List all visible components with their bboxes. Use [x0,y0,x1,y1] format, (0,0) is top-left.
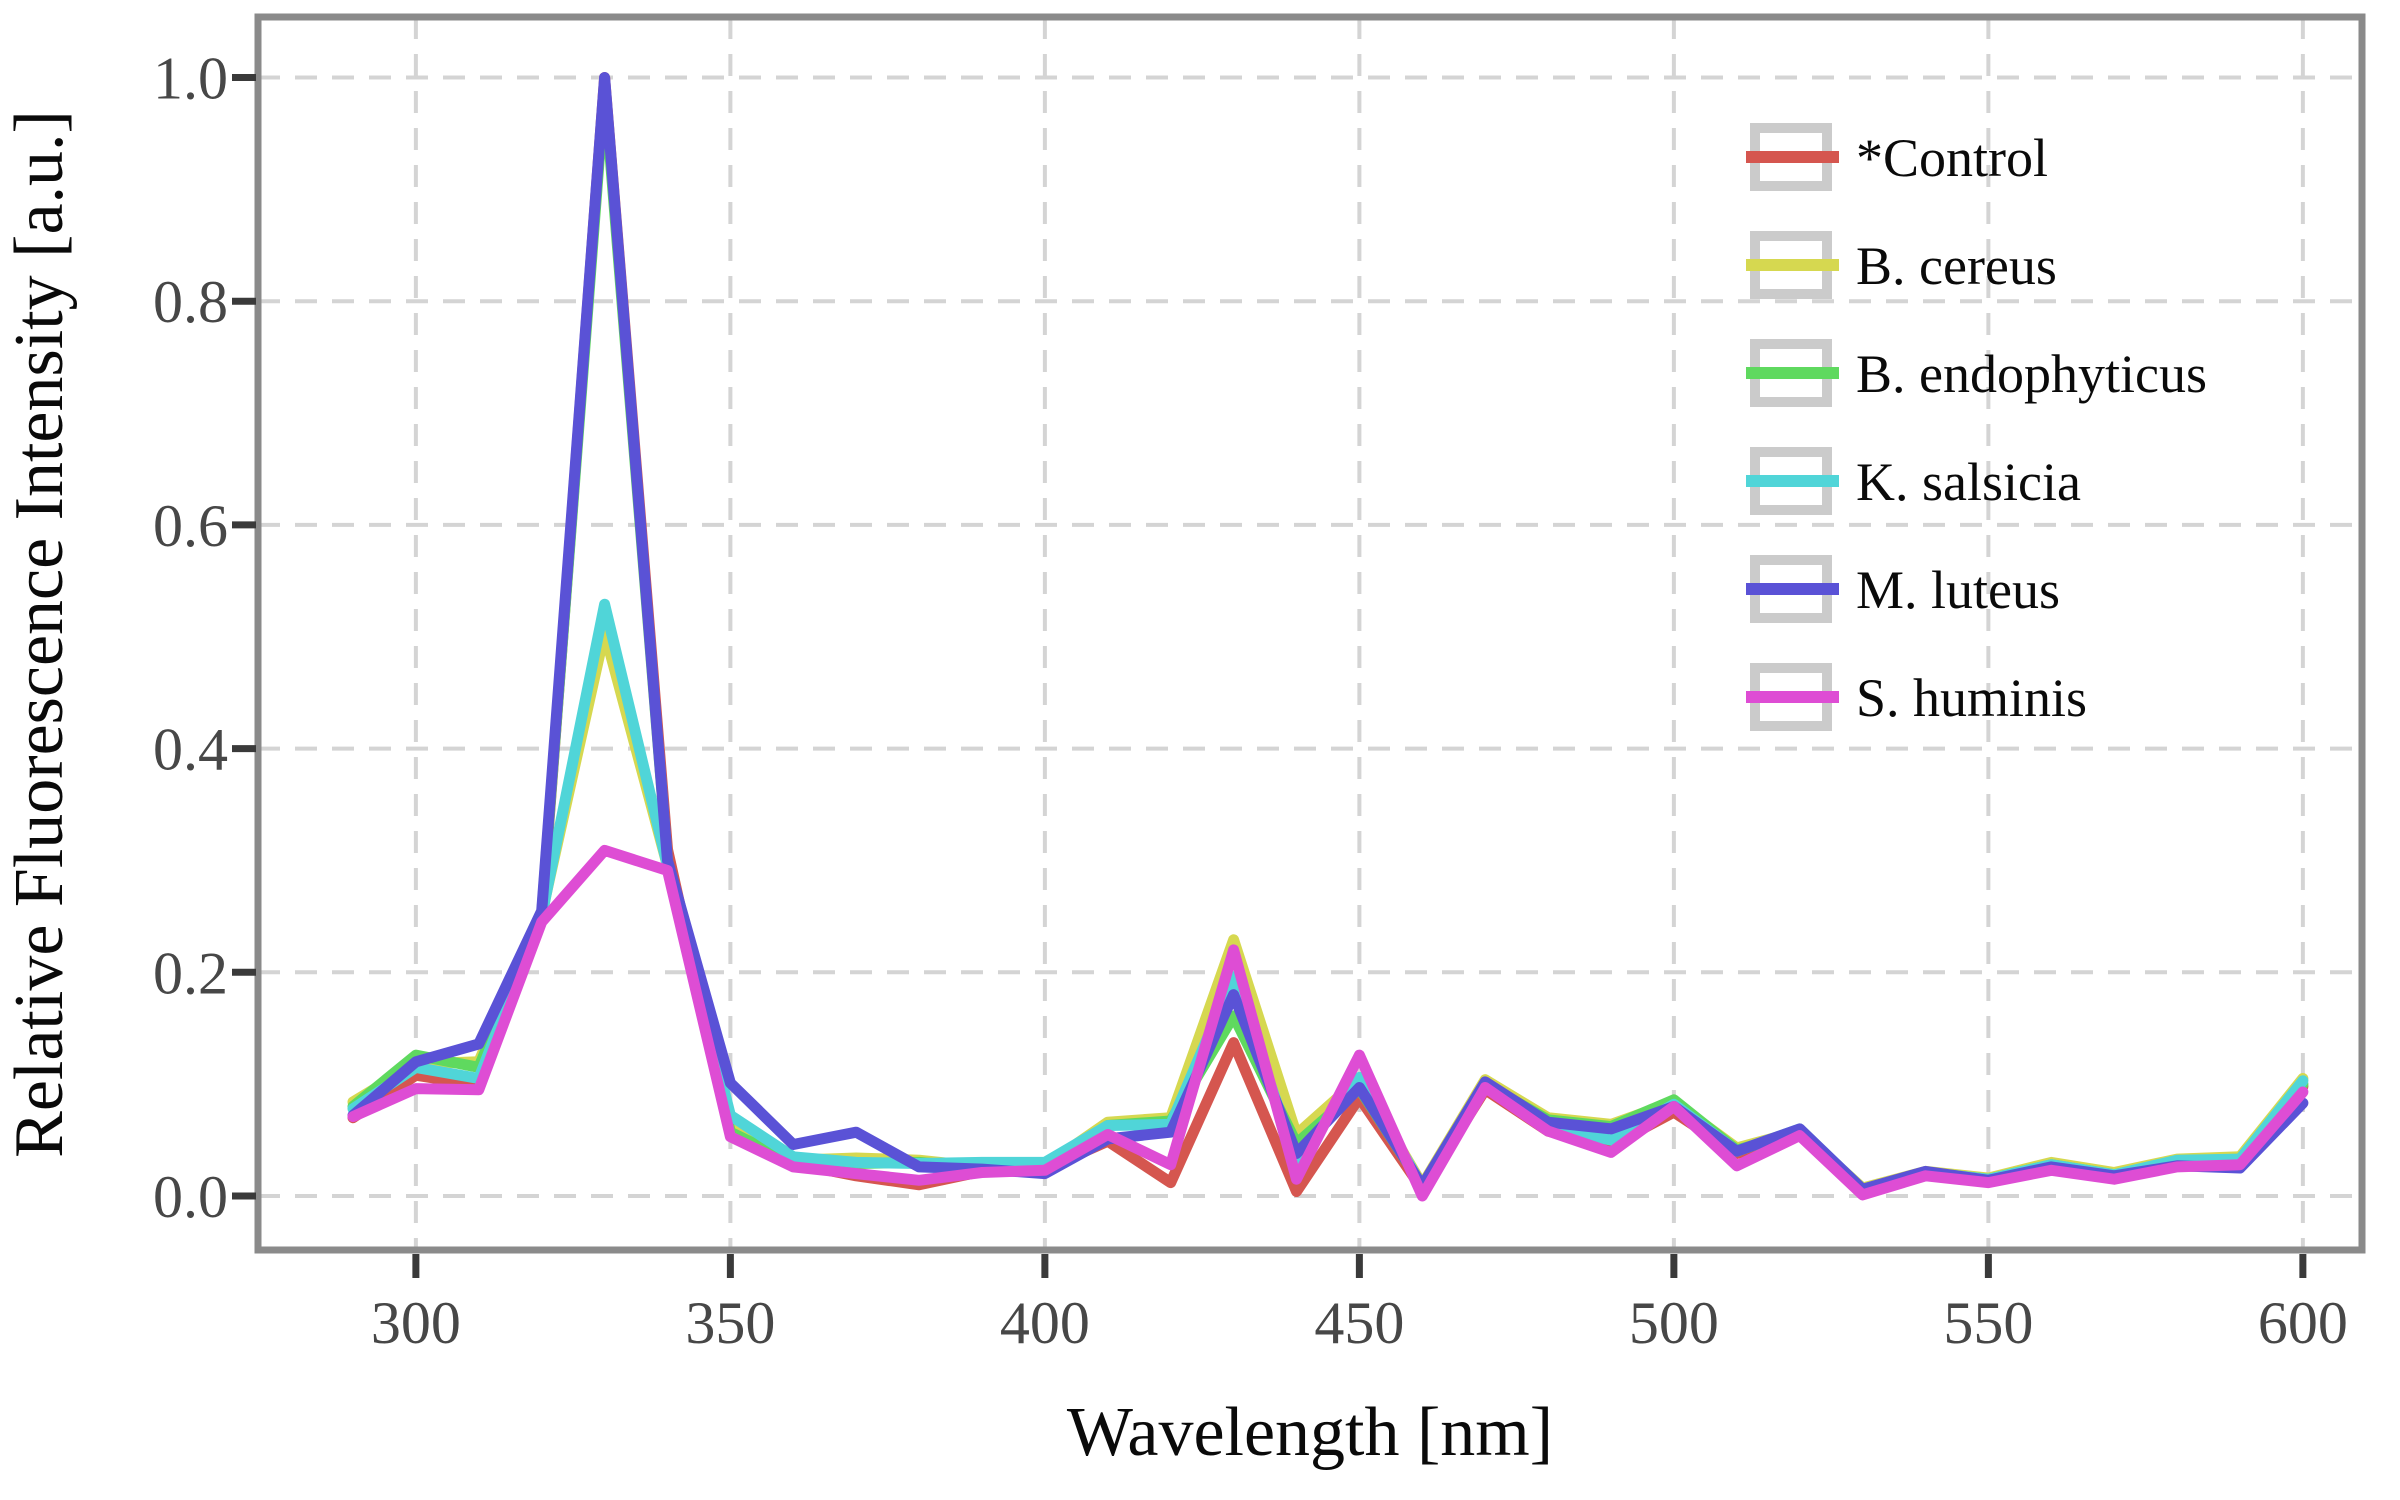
y-axis-label: Relative Fluorescence Intensity [a.u.] [1,110,78,1158]
axis-ticks [232,74,2307,1278]
y-tick-label-1: 1.0 [153,46,228,112]
x-tick-label-350: 350 [685,1290,775,1356]
legend-item-m-luteus: M. luteus [1746,555,2060,623]
x-tick-label-500: 500 [1629,1290,1719,1356]
x-axis-label: Wavelength [nm] [1067,1394,1553,1471]
legend-item--control: *Control [1746,123,2048,191]
series-line-s-huminis [347,844,2309,1202]
legend-item-b-cereus: B. cereus [1746,231,2057,299]
legend: *Control B. cereus B. endophyticus K. salsi… [1746,123,2207,731]
legend-item-s-huminis: S. huminis [1746,663,2087,731]
legend-label: K. salsicia [1856,452,2081,512]
legend-label: S. huminis [1856,668,2087,728]
x-tick-label-550: 550 [1943,1290,2033,1356]
y-tick-label-0.2: 0.2 [153,940,228,1006]
y-tick-label-0.8: 0.8 [153,269,228,335]
x-tick-label-400: 400 [1000,1290,1090,1356]
legend-label: B. cereus [1856,236,2057,296]
legend-label: B. endophyticus [1856,344,2207,404]
legend-label: M. luteus [1856,560,2060,620]
x-tick-label-450: 450 [1314,1290,1404,1356]
x-tick-label-600: 600 [2258,1290,2348,1356]
legend-label: *Control [1856,128,2048,188]
y-tick-label-0.4: 0.4 [153,717,228,783]
y-tick-label-0.6: 0.6 [153,493,228,559]
grid-lines [258,17,2362,1250]
tick-labels: 300 350 400 450 500 550 600 0.0 0.2 0.4 0.6 0.8 1.0 [153,46,2348,1356]
legend-item-b-endophyticus: B. endophyticus [1746,339,2207,407]
plot-border [254,13,2366,1254]
x-tick-label-300: 300 [371,1290,461,1356]
legend-item-k-salsicia: K. salsicia [1746,447,2081,515]
axes-spines [254,13,2366,1254]
y-tick-label-0: 0.0 [153,1164,228,1230]
series-lines [347,72,2309,1202]
